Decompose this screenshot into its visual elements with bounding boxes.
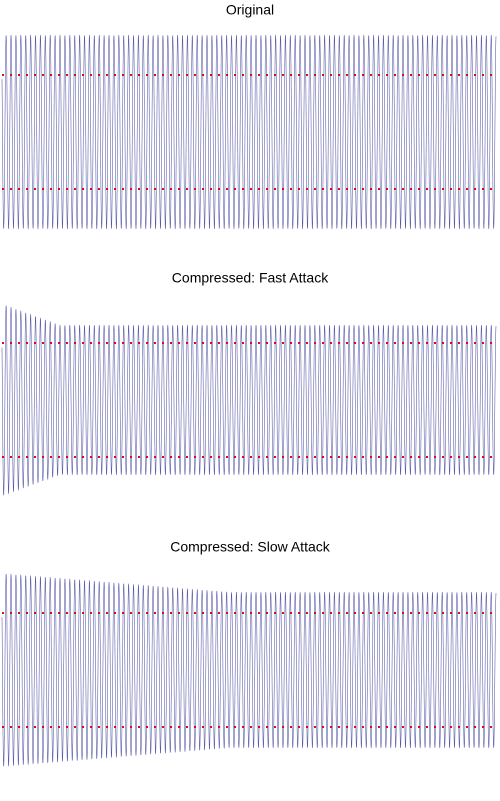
panel-title: Original (226, 2, 274, 18)
waveform (1, 35, 497, 229)
waveform (1, 573, 497, 767)
panel-title: Compressed: Fast Attack (172, 270, 329, 286)
panel-title: Compressed: Slow Attack (170, 539, 331, 555)
waveform (1, 305, 497, 496)
